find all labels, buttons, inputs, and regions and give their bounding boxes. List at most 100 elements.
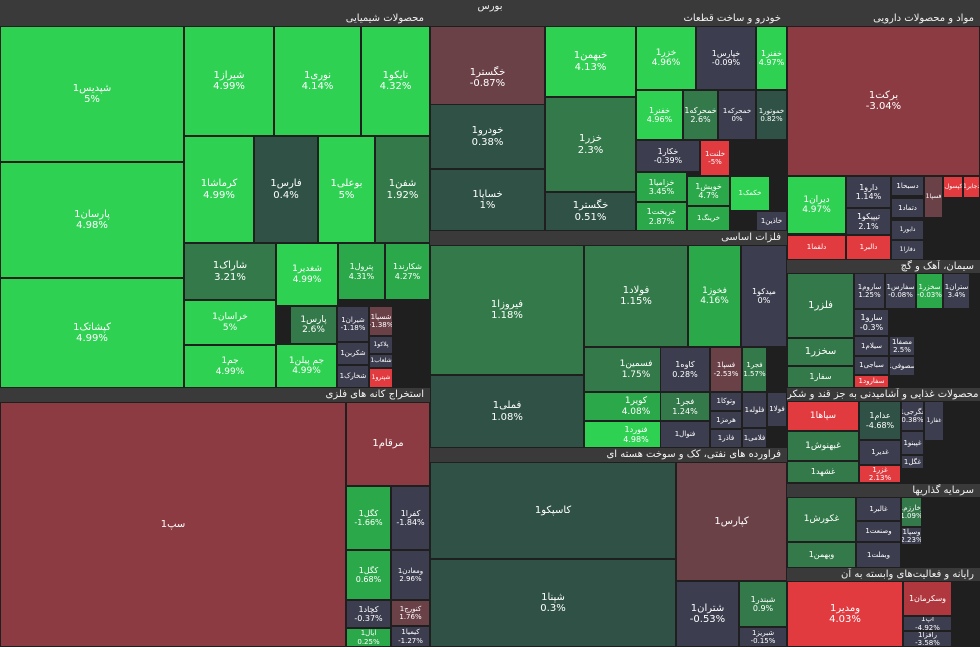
- stock-tile[interactable]: فولاد1 1.15%: [584, 245, 688, 347]
- stock-tile[interactable]: سصوفی1: [889, 356, 915, 376]
- stock-tile[interactable]: فارس1 0.4%: [254, 136, 318, 243]
- stock-tile[interactable]: غبهنوش1: [787, 431, 859, 461]
- stock-tile[interactable]: ومدیر1 4.03%: [787, 581, 903, 647]
- stock-tile[interactable]: شکربن1: [337, 342, 369, 365]
- stock-tile[interactable]: دابور1: [891, 220, 924, 240]
- stock-tile[interactable]: غفار1: [924, 401, 944, 441]
- stock-tile[interactable]: عدام1 -4.68%: [859, 401, 901, 440]
- stock-tile[interactable]: فسپا1 -2.53%: [710, 347, 742, 392]
- stock-tile[interactable]: دکپسول1: [943, 176, 963, 198]
- stock-tile[interactable]: فولا1: [767, 392, 787, 427]
- stock-tile[interactable]: پارس1 2.6%: [290, 306, 337, 344]
- stock-tile[interactable]: خرینگ1: [687, 206, 730, 231]
- stock-tile[interactable]: فجر1 1.57%: [742, 347, 767, 392]
- stock-tile[interactable]: سفار1: [787, 366, 854, 388]
- stock-tile[interactable]: کگل1 -1.66%: [346, 486, 391, 550]
- stock-tile[interactable]: خاذین1: [756, 211, 787, 231]
- stock-tile[interactable]: خکمک1: [730, 176, 770, 211]
- stock-tile[interactable]: ایال1 0.25%: [346, 628, 391, 647]
- stock-tile[interactable]: مرقام1: [346, 402, 430, 486]
- stock-tile[interactable]: فنوال1: [660, 421, 710, 448]
- stock-tile[interactable]: شبریز1 -0.15%: [739, 627, 787, 647]
- stock-tile[interactable]: سارو1 -0.3%: [854, 309, 889, 336]
- stock-tile[interactable]: شغدیر1 4.99%: [276, 243, 338, 306]
- stock-tile[interactable]: پارسان1 4.98%: [0, 162, 184, 278]
- stock-tile[interactable]: فلزر1: [787, 273, 854, 338]
- stock-tile[interactable]: سپاها1: [787, 401, 859, 431]
- stock-tile[interactable]: غپینو1: [901, 431, 924, 455]
- stock-tile[interactable]: ستران1 3.4%: [943, 273, 970, 309]
- stock-tile[interactable]: سخزر1 -0.03%: [916, 273, 943, 309]
- stock-tile[interactable]: خویش1 4.7%: [687, 176, 730, 206]
- stock-tile[interactable]: خگستر1 0.51%: [545, 192, 636, 231]
- stock-tile[interactable]: سفارود1: [854, 375, 889, 388]
- stock-tile[interactable]: پلاکو1: [369, 336, 393, 354]
- stock-tile[interactable]: خموتور1 0.82%: [756, 90, 787, 140]
- stock-tile[interactable]: دتماد1: [891, 198, 924, 218]
- stock-tile[interactable]: خزامیا1 3.45%: [636, 172, 687, 202]
- stock-tile[interactable]: غزر1 2.13%: [859, 465, 901, 483]
- stock-tile[interactable]: فاذر1: [710, 429, 742, 448]
- stock-tile[interactable]: شیراز1 4.99%: [184, 26, 274, 136]
- stock-tile[interactable]: شکارند1 4.27%: [385, 243, 430, 300]
- stock-tile[interactable]: دجابر1: [963, 176, 980, 198]
- stock-tile[interactable]: وتوکا1: [710, 392, 742, 411]
- stock-tile[interactable]: رافزا1 -3.58%: [903, 631, 952, 647]
- stock-tile[interactable]: فملی1 1.08%: [430, 375, 584, 448]
- stock-tile[interactable]: خبهمن1 4.13%: [545, 26, 636, 97]
- stock-tile[interactable]: وبهمن1: [787, 542, 856, 568]
- stock-tile[interactable]: کنورج1 1.76%: [391, 600, 430, 626]
- stock-tile[interactable]: دیران1 4.97%: [787, 176, 846, 234]
- stock-tile[interactable]: خریخت1 2.87%: [636, 202, 687, 231]
- stock-tile[interactable]: شفن1 1.92%: [375, 136, 430, 243]
- stock-tile[interactable]: کفرا1 -1.84%: [391, 486, 430, 550]
- stock-tile[interactable]: سپ1: [0, 402, 346, 647]
- stock-tile[interactable]: غدیر1: [859, 440, 901, 465]
- stock-tile[interactable]: خزر1 4.96%: [636, 26, 696, 90]
- stock-tile[interactable]: شخارک1: [337, 365, 369, 388]
- stock-tile[interactable]: وبملت1: [856, 542, 901, 568]
- stock-tile[interactable]: غکورش1: [787, 497, 856, 542]
- stock-tile[interactable]: پترول1 4.31%: [338, 243, 385, 300]
- stock-tile[interactable]: شاراک1 3.21%: [184, 243, 276, 300]
- stock-tile[interactable]: دفارا1: [891, 240, 924, 260]
- stock-tile[interactable]: میدکو1 0%: [741, 245, 787, 347]
- stock-tile[interactable]: وصنعت1: [856, 521, 901, 542]
- stock-tile[interactable]: کپارس1: [676, 462, 787, 581]
- stock-tile[interactable]: فخوز1 4.16%: [688, 245, 741, 347]
- stock-tile[interactable]: فلوله1: [742, 392, 767, 428]
- stock-tile[interactable]: خساپا1 1%: [430, 169, 545, 231]
- stock-tile[interactable]: شپترو1: [369, 368, 393, 388]
- stock-tile[interactable]: فیروزا1 1.18%: [430, 245, 584, 375]
- stock-tile[interactable]: دسبحا1: [891, 176, 924, 196]
- stock-tile[interactable]: تیپیکو1 2.1%: [846, 208, 891, 235]
- stock-tile[interactable]: نوری1 4.14%: [274, 26, 361, 136]
- stock-tile[interactable]: غالبر1: [856, 497, 901, 521]
- stock-tile[interactable]: مصفا1 2.5%: [889, 336, 915, 356]
- stock-tile[interactable]: شتران1 -0.53%: [676, 581, 739, 647]
- stock-tile[interactable]: خپارس1 -0.09%: [696, 26, 756, 90]
- stock-tile[interactable]: خفنر1 4.96%: [636, 90, 683, 140]
- stock-tile[interactable]: کاوه1 0.28%: [660, 347, 710, 392]
- stock-tile[interactable]: شسپا1 -1.38%: [369, 306, 393, 336]
- stock-tile[interactable]: غگل1: [901, 455, 924, 469]
- stock-tile[interactable]: وسکرمان1: [903, 581, 952, 616]
- stock-tile[interactable]: سفارس1 -0.08%: [885, 273, 916, 309]
- stock-tile[interactable]: خزر1 2.3%: [545, 97, 636, 192]
- stock-tile[interactable]: هرمز1: [710, 411, 742, 429]
- stock-tile[interactable]: خمحرکه1 2.6%: [683, 90, 718, 140]
- stock-tile[interactable]: وخارزم11.09%: [901, 497, 922, 527]
- stock-tile[interactable]: کگل1 0.68%: [346, 550, 391, 600]
- stock-tile[interactable]: خلنت1 -5%: [700, 140, 730, 176]
- stock-tile[interactable]: برکت1 -3.04%: [787, 26, 980, 176]
- stock-tile[interactable]: خکار1 -0.39%: [636, 140, 700, 172]
- stock-tile[interactable]: شپدیس1 5%: [0, 26, 184, 162]
- stock-tile[interactable]: فجر1 1.24%: [660, 392, 710, 421]
- stock-tile[interactable]: جم1 4.99%: [184, 345, 276, 388]
- stock-tile[interactable]: وسپا1 2.23%: [901, 527, 922, 545]
- stock-tile[interactable]: فسپا1: [924, 176, 943, 218]
- stock-tile[interactable]: نایکو1 4.32%: [361, 26, 430, 136]
- stock-tile[interactable]: آپ1 -4.92%: [903, 616, 952, 631]
- stock-tile[interactable]: خفنر1 4.97%: [756, 26, 787, 90]
- stock-tile[interactable]: سخزر1: [787, 338, 854, 366]
